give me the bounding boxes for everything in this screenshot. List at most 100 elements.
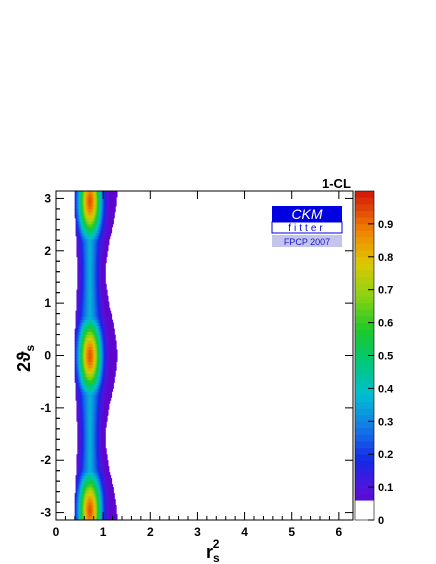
heat-cell <box>98 217 100 222</box>
x-tick-label: 0 <box>53 525 60 539</box>
heat-cell <box>105 196 107 201</box>
heat-cell <box>97 361 99 365</box>
heat-cell <box>116 193 118 198</box>
heat-cell <box>89 208 91 213</box>
heat-cell <box>112 196 114 201</box>
heat-cell <box>99 448 102 452</box>
heat-cell <box>110 211 113 216</box>
heat-cell <box>108 367 110 371</box>
heat-cell <box>94 286 96 291</box>
heat-cell <box>96 301 98 306</box>
heat-cell <box>85 307 87 312</box>
heat-cell <box>104 478 106 482</box>
heat-cell <box>90 439 93 443</box>
heat-cell <box>105 457 107 461</box>
heat-cell <box>106 364 108 368</box>
heat-cell <box>90 331 93 335</box>
heat-cell <box>89 469 91 473</box>
y-tick-label: 3 <box>44 191 51 205</box>
heat-cell <box>93 232 95 237</box>
heat-cell <box>77 274 79 279</box>
heat-cell <box>88 319 90 323</box>
heat-cell <box>81 403 84 407</box>
heat-cell <box>113 364 115 368</box>
heat-cell <box>99 226 102 231</box>
heat-cell <box>90 412 92 416</box>
heat-cell <box>76 193 78 198</box>
heat-cell <box>104 409 106 413</box>
heat-cell <box>90 514 93 518</box>
heat-cell <box>89 481 91 485</box>
heat-cell <box>105 208 107 213</box>
heat-cell <box>82 493 85 497</box>
heat-cell <box>78 493 80 497</box>
heat-cell <box>93 517 95 521</box>
heat-cell <box>109 205 111 210</box>
heat-cell <box>85 403 87 407</box>
heat-cell <box>93 481 95 485</box>
heat-cell <box>103 454 105 458</box>
heat-cell <box>77 244 79 249</box>
heat-cell <box>99 289 101 294</box>
heat-cell <box>89 298 91 303</box>
heat-cell <box>75 397 77 401</box>
heat-cell <box>80 274 82 279</box>
heat-cell <box>85 223 87 228</box>
heat-cell <box>81 370 84 374</box>
heat-cell <box>110 331 113 335</box>
heat-cell <box>94 400 96 404</box>
heat-cell <box>99 271 101 276</box>
heat-cell <box>97 463 99 467</box>
heat-cell <box>84 376 86 380</box>
heat-cell <box>100 307 103 312</box>
heat-cell <box>94 256 96 261</box>
heat-cell <box>89 256 91 261</box>
heat-cell <box>95 367 97 371</box>
heat-cell <box>79 193 81 198</box>
heat-cell <box>103 400 105 404</box>
heat-cell <box>94 337 96 341</box>
heat-cell <box>107 307 109 312</box>
heat-cell <box>102 238 104 243</box>
heat-cell <box>102 478 104 482</box>
heat-cell <box>106 388 108 392</box>
heat-cell <box>81 226 84 231</box>
heat-cell <box>109 502 112 506</box>
heat-cell <box>96 211 98 216</box>
heat-cell <box>74 496 76 500</box>
heat-cell <box>89 487 91 491</box>
heat-cell <box>113 514 115 518</box>
heat-cell <box>79 487 81 491</box>
heat-cell <box>77 472 79 476</box>
heat-cell <box>83 391 85 395</box>
heat-cell <box>77 394 79 398</box>
heat-cell <box>99 259 102 264</box>
heat-cell <box>88 433 90 437</box>
heat-cell <box>101 490 104 494</box>
colorbar-segment <box>355 408 374 416</box>
heat-cell <box>92 373 95 377</box>
heat-cell <box>78 337 80 341</box>
heat-cell <box>103 328 105 332</box>
heat-cell <box>104 511 106 515</box>
heat-cell <box>86 193 88 198</box>
heat-cell <box>90 238 93 243</box>
heat-cell <box>78 295 80 300</box>
heat-cell <box>85 191 87 195</box>
heat-cell <box>115 346 117 350</box>
heat-cell <box>99 460 102 464</box>
heat-cell <box>81 517 84 521</box>
heat-cell <box>93 436 95 440</box>
heat-cell <box>93 241 95 246</box>
x-tick-label: 3 <box>194 525 201 539</box>
heat-cell <box>106 196 108 201</box>
heat-cell <box>82 397 85 401</box>
heat-cell <box>86 205 88 210</box>
heat-cell <box>92 514 95 518</box>
heat-cell <box>88 259 90 264</box>
colorbar-segment <box>355 487 374 494</box>
heat-cell <box>104 484 106 488</box>
heat-cell <box>85 241 87 246</box>
heat-cell <box>74 502 76 506</box>
heat-cell <box>94 478 96 482</box>
